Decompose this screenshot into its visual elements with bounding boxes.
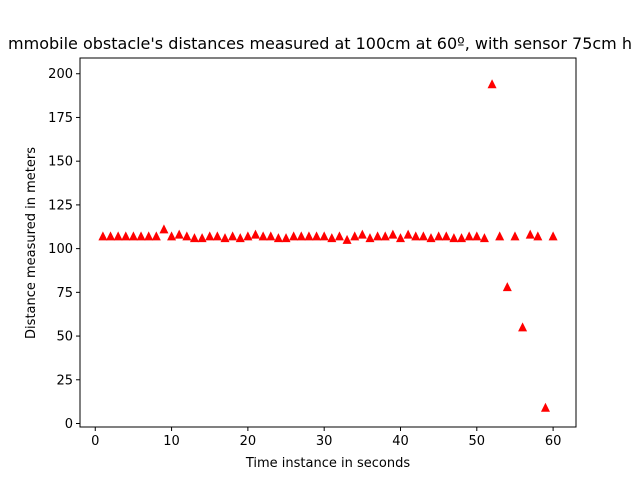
data-point [243,231,253,241]
y-tick-label: 100 [48,242,73,257]
data-point [151,231,161,241]
y-tick-label: 175 [48,111,73,126]
data-point [189,233,199,243]
data-point [334,231,344,241]
y-tick-label: 25 [56,373,73,388]
y-tick-label: 75 [56,286,73,301]
data-point [113,231,123,241]
data-point [472,231,482,241]
data-point [296,231,306,241]
x-tick-label: 10 [163,434,180,449]
data-point [357,229,367,239]
data-point [228,231,238,241]
data-point [395,233,405,243]
data-point [197,233,207,243]
data-points [98,79,558,412]
data-point [525,229,535,239]
data-point [373,231,383,241]
data-point [281,233,291,243]
data-point [98,231,108,241]
data-point [434,231,444,241]
data-point [319,231,329,241]
data-point [273,233,283,243]
x-axis: 0 10 20 30 40 50 60 [91,427,561,449]
data-point [327,233,337,243]
y-tick-label: 50 [56,330,73,345]
data-point [205,231,215,241]
data-point [365,233,375,243]
data-point [182,231,192,241]
x-tick-label: 60 [545,434,562,449]
data-point [136,231,146,241]
data-point [312,231,322,241]
data-point [449,233,459,243]
data-point [167,231,177,241]
data-point [289,231,299,241]
x-axis-label: Time instance in seconds [245,456,410,471]
data-point [540,402,550,412]
y-tick-label: 0 [65,417,73,432]
y-tick-label: 125 [48,198,73,213]
data-point [479,233,489,243]
y-axis: 0 25 50 75 100 125 150 175 200 [48,67,80,432]
data-point [502,282,512,292]
data-point [441,231,451,241]
data-point [174,229,184,239]
data-point [426,233,436,243]
x-tick-label: 20 [240,434,257,449]
data-point [251,229,261,239]
x-tick-label: 30 [316,434,333,449]
data-point [350,231,360,241]
y-tick-label: 200 [48,67,73,82]
data-point [457,233,467,243]
data-point [548,231,558,241]
data-point [510,231,520,241]
data-point [388,229,398,239]
data-point [304,231,314,241]
data-point [121,231,131,241]
data-point [518,322,528,332]
data-point [159,224,169,234]
data-point [212,231,222,241]
y-axis-label: Distance measured in meters [24,147,39,339]
data-point [144,231,154,241]
data-point [266,231,276,241]
chart-title: mmobile obstacle's distances measured at… [8,34,632,53]
y-tick-label: 150 [48,155,73,170]
plot-area [79,57,577,428]
data-point [342,234,352,244]
data-point [464,231,474,241]
data-point [106,231,116,241]
data-point [380,231,390,241]
data-point [128,231,138,241]
x-tick-label: 40 [392,434,409,449]
data-point [403,229,413,239]
data-point [533,231,543,241]
data-point [495,231,505,241]
data-point [235,233,245,243]
data-point [487,79,497,89]
data-point [418,231,428,241]
data-point [411,231,421,241]
x-tick-label: 50 [469,434,486,449]
x-tick-label: 0 [91,434,99,449]
data-point [258,231,268,241]
data-point [220,233,230,243]
